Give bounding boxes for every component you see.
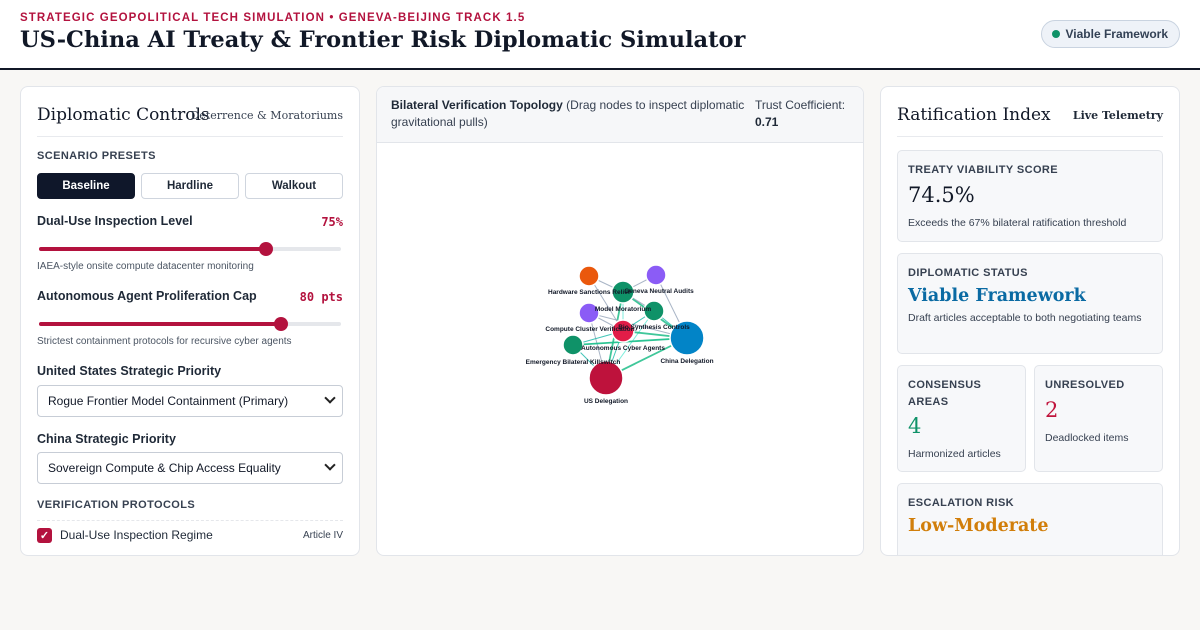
inspection-level-help: IAEA-style onsite compute datacenter mon… — [37, 261, 254, 272]
china-priority-selected: Sovereign Compute & Chip Access Equality — [48, 461, 281, 475]
china-priority-label: China Strategic Priority — [37, 432, 176, 446]
slider-thumb[interactable] — [258, 242, 273, 256]
protocol-checkbox[interactable]: ✓ — [37, 528, 52, 543]
graph-node-label: Geneva Neutral Audits — [624, 288, 694, 295]
graph-node-mm[interactable] — [611, 280, 635, 304]
viability-card: TREATY VIABILITY SCORE 74.5% Exceeds the… — [897, 150, 1163, 242]
scenario-presets: Baseline Hardline Walkout — [37, 173, 343, 199]
protocol-article: Article IV — [302, 530, 343, 541]
graph-node-label: Autonomous Cyber Agents — [581, 345, 665, 352]
agent-cap-value: 80 pts — [299, 290, 343, 304]
status-dot-icon — [1051, 30, 1060, 38]
topology-header: Bilateral Verification Topology (Drag no… — [377, 87, 863, 143]
inspection-level-slider[interactable] — [39, 242, 341, 256]
chevron-down-icon — [324, 392, 336, 404]
presets-label: SCENARIO PRESETS — [37, 150, 156, 162]
consensus-label: CONSENSUS AREAS — [908, 379, 982, 408]
viability-desc: Exceeds the 67% bilateral ratification t… — [908, 217, 1127, 229]
us-priority-label: United States Strategic Priority — [37, 364, 222, 378]
controls-subtitle: Deterrence & Moratoriums — [190, 109, 343, 122]
page-title: US-China AI Treaty & Frontier Risk Diplo… — [20, 27, 746, 53]
graph-node-bsc[interactable] — [643, 300, 665, 322]
graph-node-label: China Delegation — [660, 358, 713, 365]
protocols-label: VERIFICATION PROTOCOLS — [37, 499, 196, 511]
graph-node-aca[interactable] — [611, 319, 635, 343]
diplomatic-controls-panel: Diplomatic Controls Deterrence & Morator… — [20, 86, 360, 556]
topology-title: Bilateral Verification Topology — [391, 98, 563, 112]
viability-score: 74.5% — [908, 183, 975, 207]
preset-baseline-button[interactable]: Baseline — [37, 173, 135, 199]
graph-node-ebk[interactable] — [562, 334, 584, 356]
controls-title: Diplomatic Controls — [37, 105, 210, 125]
ratification-header: Ratification Index Live Telemetry — [897, 103, 1163, 137]
topology-hint: (Drag nodes to inspect diplomatic gravit… — [391, 98, 745, 129]
preset-hardline-button[interactable]: Hardline — [141, 173, 239, 199]
app-header: STRATEGIC GEOPOLITICAL TECH SIMULATION •… — [0, 0, 1200, 70]
escalation-value: Low-Moderate — [908, 516, 1049, 536]
graph-edge — [572, 337, 688, 346]
graph-node-label: Bio Synthesis Controls — [618, 324, 690, 331]
escalation-card: ESCALATION RISK Low-Moderate — [897, 483, 1163, 555]
trust-coefficient: Trust Coefficient: 0.71 — [755, 97, 845, 131]
chevron-down-icon — [324, 459, 336, 471]
slider-thumb[interactable] — [273, 317, 288, 331]
topology-heading: Bilateral Verification Topology (Drag no… — [391, 97, 751, 131]
escalation-label: ESCALATION RISK — [908, 497, 1015, 509]
inspection-level-value: 75% — [321, 215, 343, 229]
graph-node-label: Model Moratorium — [595, 306, 652, 313]
live-telemetry-label: Live Telemetry — [1072, 109, 1163, 122]
trust-value: 0.71 — [755, 115, 779, 129]
unresolved-label: UNRESOLVED — [1045, 379, 1125, 391]
us-priority-selected: Rogue Frontier Model Containment (Primar… — [48, 394, 289, 408]
agent-cap-label: Autonomous Agent Proliferation Cap — [37, 289, 257, 303]
agent-cap-slider[interactable] — [39, 317, 341, 331]
ratification-title: Ratification Index — [897, 105, 1051, 125]
graph-node-ccv[interactable] — [578, 302, 600, 324]
status-desc: Draft articles acceptable to both negoti… — [908, 312, 1142, 324]
status-badge: Viable Framework — [1040, 20, 1180, 48]
status-label: DIPLOMATIC STATUS — [908, 267, 1028, 279]
graph-node-gna[interactable] — [645, 264, 667, 286]
diplomatic-status-card: DIPLOMATIC STATUS Viable Framework Draft… — [897, 253, 1163, 354]
graph-node-label: Hardware Sanctions Relief — [548, 289, 631, 296]
header-eyebrow: STRATEGIC GEOPOLITICAL TECH SIMULATION •… — [20, 12, 526, 24]
preset-walkout-button[interactable]: Walkout — [245, 173, 343, 199]
viability-label: TREATY VIABILITY SCORE — [908, 164, 1058, 176]
protocol-label: Dual-Use Inspection Regime — [60, 528, 213, 542]
ratification-panel: Ratification Index Live Telemetry TREATY… — [880, 86, 1180, 556]
inspection-level-label: Dual-Use Inspection Level — [37, 214, 193, 228]
graph-node-label: Emergency Bilateral Killswitch — [526, 359, 621, 366]
graph-node-hs[interactable] — [578, 265, 600, 287]
status-value: Viable Framework — [908, 286, 1086, 306]
topology-panel: Bilateral Verification Topology (Drag no… — [376, 86, 864, 556]
consensus-card: CONSENSUS AREAS 4 Harmonized articles — [897, 365, 1026, 472]
us-priority-select[interactable]: Rogue Frontier Model Containment (Primar… — [37, 385, 343, 417]
graph-node-label: Compute Cluster Verification — [545, 326, 634, 333]
unresolved-card: UNRESOLVED 2 Deadlocked items — [1034, 365, 1163, 472]
graph-node-usd[interactable] — [588, 360, 624, 396]
unresolved-desc: Deadlocked items — [1045, 432, 1129, 444]
consensus-desc: Harmonized articles — [908, 448, 1001, 460]
status-badge-label: Viable Framework — [1065, 27, 1169, 41]
slider-fill — [39, 322, 281, 326]
unresolved-value: 2 — [1045, 398, 1059, 422]
controls-panel-header: Diplomatic Controls Deterrence & Morator… — [37, 103, 343, 137]
china-priority-select[interactable]: Sovereign Compute & Chip Access Equality — [37, 452, 343, 484]
consensus-value: 4 — [908, 414, 922, 438]
agent-cap-help: Strictest containment protocols for recu… — [37, 336, 292, 347]
trust-label: Trust Coefficient: — [755, 98, 846, 112]
graph-node-cd[interactable] — [669, 320, 705, 356]
graph-node-label: US Delegation — [584, 398, 628, 405]
protocol-item: ✓ Dual-Use Inspection Regime Article IV — [37, 520, 343, 550]
slider-fill — [39, 247, 266, 251]
